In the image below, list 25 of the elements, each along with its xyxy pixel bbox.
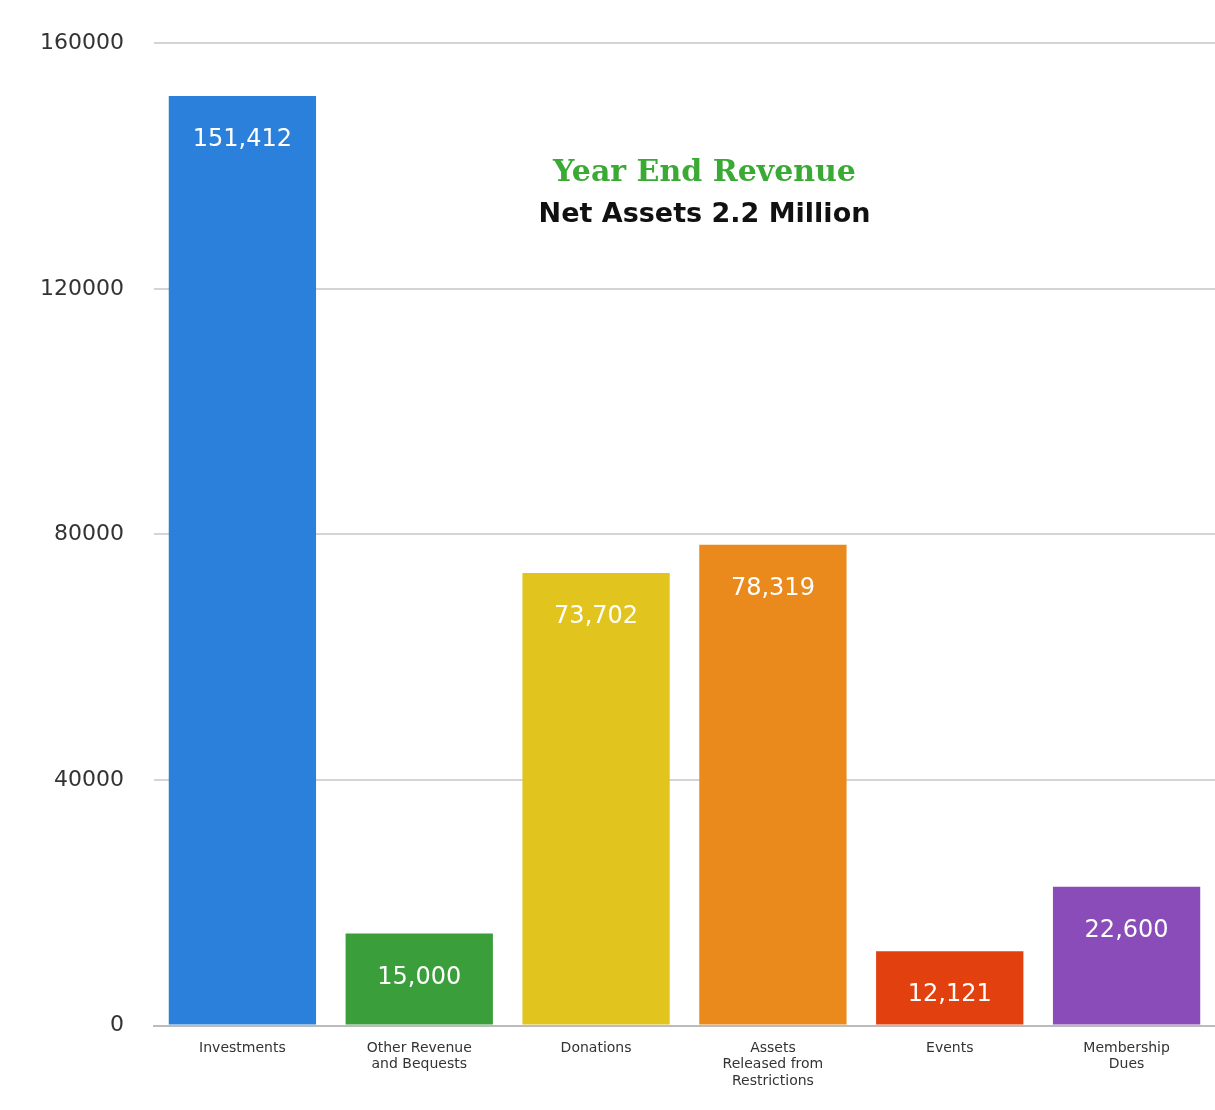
y-tick-label: 160000 [40, 28, 124, 54]
y-tick-label: 40000 [53, 765, 124, 791]
x-tick-label: Events [926, 1038, 974, 1055]
data-label: 22,600 [1084, 915, 1169, 944]
data-label: 73,702 [554, 601, 639, 630]
x-tick-label: Membership Dues [1083, 1038, 1170, 1072]
data-label: 151,412 [192, 124, 293, 153]
y-tick-label: 120000 [40, 274, 124, 300]
bar [522, 573, 670, 1025]
x-tick-label: Investments [199, 1038, 286, 1055]
x-tick-label: Other Revenue and Bequests [366, 1038, 472, 1072]
y-tick-label: 80000 [53, 520, 124, 546]
x-tick-label: Assets Released from Restrictions [722, 1038, 824, 1089]
data-label: 12,121 [907, 979, 992, 1008]
x-tick-label: Donations [560, 1038, 632, 1055]
bar [168, 95, 317, 1025]
bar [876, 951, 1024, 1025]
bar [699, 544, 847, 1025]
y-tick-label: 0 [109, 1011, 124, 1037]
text: Net Assets 2.2 Million [538, 197, 871, 229]
bar [1052, 886, 1201, 1025]
data-label: 15,000 [377, 961, 462, 990]
data-label: 78,319 [730, 572, 815, 601]
bar [345, 933, 493, 1025]
text: Year End Revenue [552, 153, 856, 188]
